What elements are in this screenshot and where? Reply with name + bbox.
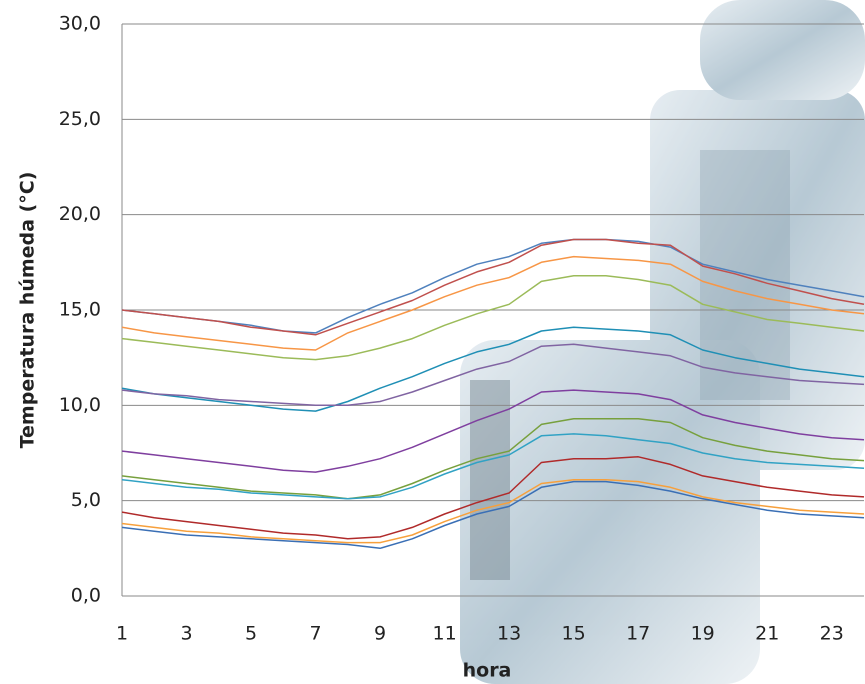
y-tick-label: 0,0 [71, 585, 101, 607]
x-tick-label: 9 [374, 623, 386, 645]
y-tick-label: 15,0 [59, 299, 101, 321]
y-tick-label: 30,0 [59, 13, 101, 35]
y-tick-label: 20,0 [59, 203, 101, 225]
x-tick-label: 21 [755, 623, 779, 645]
x-axis-title: hora [463, 660, 512, 682]
background-image [460, 0, 865, 684]
y-tick-label: 25,0 [59, 108, 101, 130]
x-tick-label: 15 [562, 623, 586, 645]
x-tick-label: 1 [116, 623, 128, 645]
x-tick-label: 19 [691, 623, 715, 645]
x-tick-label: 17 [626, 623, 650, 645]
x-tick-label: 23 [820, 623, 844, 645]
x-tick-label: 5 [245, 623, 257, 645]
chart: Temperatura húmeda (°C) hora 0,0 5,0 10,0 1… [0, 0, 865, 684]
y-tick-label: 10,0 [59, 394, 101, 416]
x-tick-label: 3 [180, 623, 192, 645]
x-tick-label: 13 [497, 623, 521, 645]
y-tick-label: 5,0 [71, 489, 101, 511]
y-axis-title: Temperatura húmeda (°C) [17, 172, 39, 449]
x-tick-label: 7 [310, 623, 322, 645]
x-tick-label: 11 [433, 623, 457, 645]
